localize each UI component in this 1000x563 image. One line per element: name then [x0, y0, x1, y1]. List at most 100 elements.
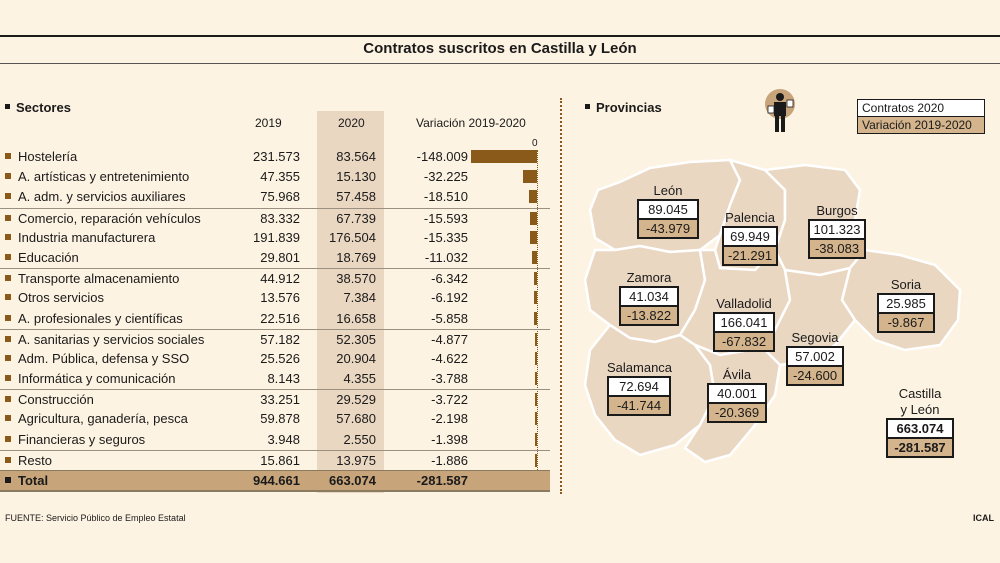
variation-value: -38.083	[808, 238, 866, 259]
value-2019: 75.968	[260, 189, 300, 205]
variation-value: -21.291	[722, 245, 778, 266]
worker-icon	[765, 89, 795, 132]
province-name: Burgos	[816, 203, 858, 218]
variation-label: -1.398	[431, 431, 468, 447]
value-2019: 13.576	[260, 290, 300, 306]
contracts-value: 57.002	[786, 346, 844, 365]
province-box: Soria 25.985 -9.867	[877, 277, 935, 333]
total-row: Total 944.661 663.074 -281.587	[0, 470, 550, 492]
value-2020: 29.529	[336, 392, 376, 408]
variation-label: -6.192	[431, 290, 468, 306]
variation-label: -148.009	[416, 149, 468, 164]
sector-name: Hostelería	[18, 149, 78, 164]
variation-label: -15.335	[423, 229, 468, 245]
value-2019: 3.948	[267, 431, 300, 447]
section-divider	[560, 98, 562, 494]
value-2020: 67.739	[336, 210, 376, 226]
zero-axis-label: 0	[532, 138, 538, 149]
row-bullet	[5, 233, 11, 240]
row-bullet	[5, 396, 11, 403]
value-2019: 83.332	[260, 210, 300, 226]
sector-name: Resto	[18, 452, 52, 468]
variation-label: -281.587	[416, 473, 468, 488]
variation-label: -4.877	[431, 331, 468, 347]
variation-label: -5.858	[431, 310, 468, 326]
variation-value: -43.979	[637, 218, 699, 239]
row-bullet	[5, 173, 11, 180]
legend-variation: Variación 2019-2020	[857, 117, 985, 134]
province-name: Salamanca	[607, 360, 673, 375]
variation-bar	[535, 432, 537, 446]
value-2019: 22.516	[260, 310, 300, 326]
province-box: León 89.045 -43.979	[637, 183, 699, 239]
variation-bar	[532, 250, 537, 264]
value-2020: 16.658	[336, 310, 376, 326]
legend: Contratos 2020 Variación 2019-2020	[857, 99, 985, 134]
variation-bar	[530, 230, 537, 244]
row-bullet	[5, 153, 11, 159]
sector-row: Construcción 33.251 29.529 -3.722	[0, 389, 550, 409]
value-2019: 29.801	[260, 249, 300, 265]
value-2020: 13.975	[336, 452, 376, 468]
variation-bar	[535, 412, 537, 426]
sector-row: Otros servicios 13.576 7.384 -6.192	[0, 288, 550, 308]
sector-name: Industria manufacturera	[18, 229, 156, 245]
source-note: FUENTE: Servicio Público de Empleo Estat…	[5, 513, 186, 523]
variation-label: -6.342	[431, 271, 468, 287]
row-bullet	[5, 253, 11, 260]
variation-label: -4.622	[431, 350, 468, 366]
value-2020: 57.458	[336, 189, 376, 205]
row-bullet	[5, 375, 11, 382]
contracts-value: 40.001	[707, 383, 767, 402]
variation-label: -3.788	[431, 371, 468, 387]
contracts-value: 166.041	[713, 312, 775, 331]
chart-title: Contratos suscritos en Castilla y León	[363, 40, 637, 57]
row-bullet	[5, 314, 11, 321]
variation-bar	[534, 272, 537, 286]
value-2020: 7.384	[343, 290, 376, 306]
sector-name: A. artísticas y entretenimiento	[18, 169, 190, 185]
value-2019: 944.661	[253, 473, 300, 488]
variation-label: -11.032	[424, 249, 468, 265]
variation-label: -1.886	[431, 452, 468, 468]
sector-row: Resto 15.861 13.975 -1.886	[0, 449, 550, 470]
sector-row: Transporte almacenamiento 44.912 38.570 -6.…	[0, 268, 550, 288]
row-bullet	[5, 335, 11, 342]
province-box: Burgos 101.323 -38.083	[808, 203, 866, 259]
variation-bar	[528, 190, 537, 204]
sector-name: A. sanitarias y servicios sociales	[18, 331, 205, 347]
column-header-2019: 2019	[255, 116, 282, 130]
column-header-2020: 2020	[338, 116, 365, 130]
variation-bar	[535, 453, 537, 467]
province-box: Ávila 40.001 -20.369	[707, 367, 767, 423]
variation-label: -15.593	[423, 210, 468, 226]
province-name: Palencia	[725, 210, 775, 225]
variation-bar	[535, 393, 537, 407]
value-2020: 4.355	[343, 371, 376, 387]
sector-name: Adm. Pública, defensa y SSO	[18, 350, 190, 366]
provinces-heading: Provincias	[585, 100, 662, 115]
variation-bar	[471, 150, 537, 163]
row-bullet	[5, 456, 11, 463]
sectors-heading: Sectores	[5, 100, 71, 115]
sector-row: Educación 29.801 18.769 -11.032	[0, 248, 550, 268]
row-bullet	[5, 477, 11, 483]
value-2020: 83.564	[336, 149, 376, 164]
sector-row: Informática y comunicación 8.143 4.355 -3.7…	[0, 369, 550, 389]
province-name: Zamora	[626, 270, 672, 285]
sector-name: Construcción	[18, 392, 94, 408]
value-2020: 57.680	[336, 411, 376, 427]
value-2020: 663.074	[329, 473, 376, 488]
province-name: Soria	[890, 277, 922, 292]
variation-value: -67.832	[713, 331, 775, 352]
sector-name: A. adm. y servicios auxiliares	[18, 189, 186, 205]
province-name: Castilla	[898, 386, 942, 401]
sector-row: Comercio, reparación vehículos 83.332 67.7…	[0, 207, 550, 228]
variation-label: -32.225	[423, 169, 468, 185]
column-header-variation: Variación 2019-2020	[416, 116, 526, 130]
value-2020: 38.570	[336, 271, 376, 287]
variation-value: -9.867	[877, 312, 935, 333]
variation-label: -18.510	[423, 189, 468, 205]
zero-axis-line	[537, 150, 538, 490]
variation-bar	[534, 351, 537, 365]
